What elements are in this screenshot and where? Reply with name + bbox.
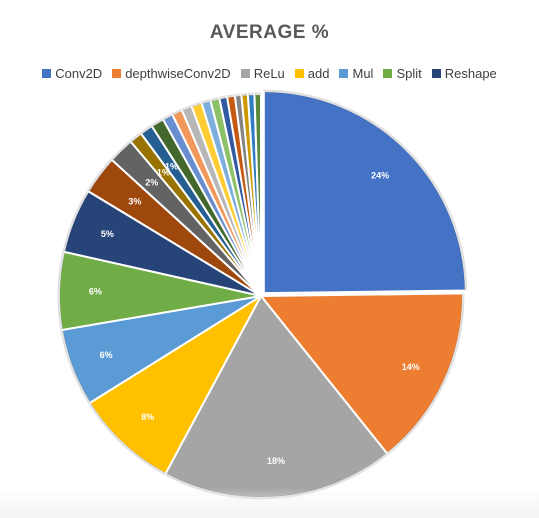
data-label: 3%: [128, 197, 141, 207]
data-label: 6%: [89, 287, 102, 297]
legend-item-depthwiseconv2d: depthwiseConv2D: [112, 66, 231, 81]
legend-item-relu: ReLu: [240, 66, 285, 81]
data-label: 8%: [141, 412, 154, 422]
chart-legend: Conv2D depthwiseConv2D ReLu add Mul Split Resh…: [0, 66, 539, 81]
legend-swatch: [294, 69, 304, 78]
legend-label: Split: [396, 66, 422, 81]
legend-swatch: [431, 69, 441, 78]
legend-swatch: [112, 69, 122, 78]
chart-title: AVERAGE %: [209, 22, 330, 43]
pie-slice-edge: [219, 95, 228, 100]
legend-label: add: [307, 66, 330, 81]
legend-item-conv2d: Conv2D: [42, 66, 102, 81]
data-label: 2%: [145, 177, 158, 187]
legend-label: ReLu: [253, 66, 285, 81]
data-label: 1%: [165, 161, 178, 171]
pie-slice-add: [88, 293, 264, 476]
legend-item-add: add: [294, 66, 330, 81]
legend-swatch: [42, 69, 52, 78]
legend-label: Conv2D: [55, 66, 103, 81]
legend-item-split: Split: [383, 66, 422, 81]
data-label: 14%: [402, 362, 420, 372]
legend-label: depthwiseConv2D: [125, 66, 231, 81]
legend-swatch: [339, 69, 349, 78]
data-label: 1%: [157, 167, 170, 177]
legend-item-mul: Mul: [339, 66, 373, 81]
pie-slice-edge: [386, 293, 465, 455]
pie-slice-edge: [226, 94, 236, 99]
bottom-shadow: [0, 488, 539, 518]
pie-slice-edge: [60, 329, 91, 404]
legend-label: Reshape: [444, 66, 497, 81]
legend-item-reshape: Reshape: [431, 66, 497, 81]
data-label: 5%: [101, 229, 114, 239]
pie-slice-edge: [88, 402, 167, 476]
data-label: 6%: [100, 350, 113, 360]
pie-slice-conv2d: [262, 90, 467, 295]
data-label: 18%: [267, 456, 285, 466]
pie-slice-edge: [62, 190, 90, 253]
pie-slice-depthwiseconv2d: [258, 292, 464, 456]
data-label: 24%: [371, 170, 389, 180]
legend-swatch: [383, 69, 393, 78]
legend-label: Mul: [352, 66, 374, 81]
pie-slice-edge: [210, 96, 220, 102]
pie-slice-edge: [263, 89, 468, 291]
legend-swatch: [240, 69, 250, 78]
pie-slice-other-23: [253, 92, 262, 297]
pie-slice-edge: [57, 251, 66, 331]
